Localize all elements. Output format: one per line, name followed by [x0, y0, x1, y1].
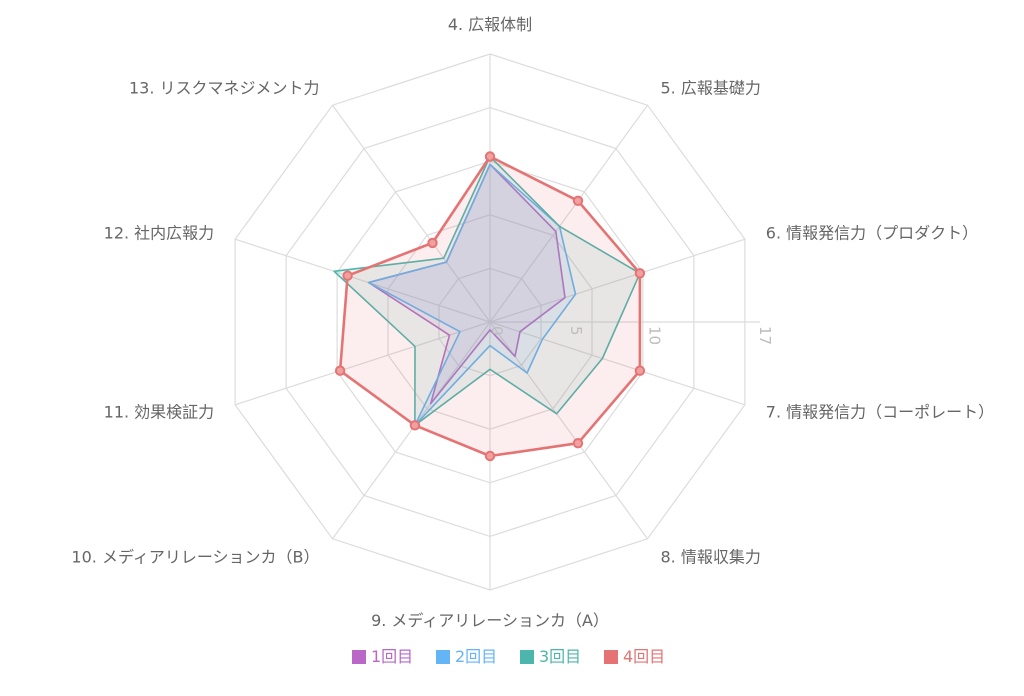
- axis-label: 13. リスクマネジメント力: [129, 78, 320, 97]
- legend-swatch: [604, 650, 618, 664]
- axis-label: 7. 情報発信力（コーポレート）: [766, 403, 994, 422]
- chart-legend[interactable]: 1回目 2回目 3回目 4回目: [352, 647, 665, 666]
- series-area: [338, 155, 642, 458]
- legend-item[interactable]: 3回目: [520, 647, 581, 666]
- legend-label: 1回目: [371, 647, 413, 666]
- legend-item[interactable]: 1回目: [352, 647, 413, 666]
- grid-spoke: [332, 321, 491, 540]
- grid-spoke: [489, 321, 746, 406]
- series-2: [367, 163, 577, 427]
- axis-label: 8. 情報収集力: [661, 548, 761, 567]
- radar-series-areas: [333, 151, 646, 462]
- tick-label: 10: [646, 326, 664, 345]
- tick-label: 17: [756, 326, 774, 345]
- axis-label: 10. メディアリレーションカ（B）: [71, 548, 319, 567]
- data-point[interactable]: [484, 450, 496, 462]
- tick-label: 0: [488, 326, 506, 336]
- data-point[interactable]: [334, 365, 346, 376]
- legend-item[interactable]: 4回目: [604, 647, 665, 666]
- radar-tick-labels: 0 5 10 17: [488, 326, 774, 345]
- tick-label: 5: [567, 326, 585, 336]
- legend-swatch: [436, 650, 450, 664]
- grid-spoke: [332, 104, 491, 323]
- data-point[interactable]: [634, 365, 646, 376]
- legend-label: 2回目: [455, 647, 497, 666]
- axis-label: 12. 社内広報力: [104, 223, 215, 242]
- legend-item[interactable]: 2回目: [436, 647, 497, 666]
- axis-label: 6. 情報発信力（プロダクト）: [766, 223, 978, 242]
- radar-axis-labels: 4. 広報体制 5. 広報基礎力 6. 情報発信力（プロダクト） 7. 情報発信力（コ…: [71, 15, 994, 630]
- data-point[interactable]: [572, 195, 584, 207]
- grid-spoke: [489, 238, 746, 323]
- grid-spoke: [234, 321, 491, 406]
- grid-spoke: [489, 321, 648, 540]
- data-point[interactable]: [409, 420, 421, 431]
- legend-swatch: [520, 650, 534, 664]
- axis-label: 4. 広報体制: [448, 15, 532, 34]
- data-point[interactable]: [484, 151, 496, 162]
- legend-label: 3回目: [539, 647, 581, 666]
- data-point[interactable]: [634, 268, 646, 279]
- data-point[interactable]: [427, 237, 438, 249]
- series-4: [334, 151, 646, 462]
- grid-spoke: [234, 238, 491, 323]
- axis-label: 11. 効果検証力: [104, 403, 215, 422]
- data-point[interactable]: [572, 438, 584, 449]
- radar-grid: [234, 53, 760, 591]
- legend-label: 4回目: [623, 647, 665, 666]
- grid-spoke: [489, 104, 648, 323]
- axis-label: 5. 広報基礎力: [661, 78, 761, 97]
- series-area: [367, 163, 577, 427]
- data-point[interactable]: [342, 270, 353, 281]
- axis-label: 9. メディアリレーションカ（A）: [371, 611, 609, 630]
- legend-swatch: [352, 650, 366, 664]
